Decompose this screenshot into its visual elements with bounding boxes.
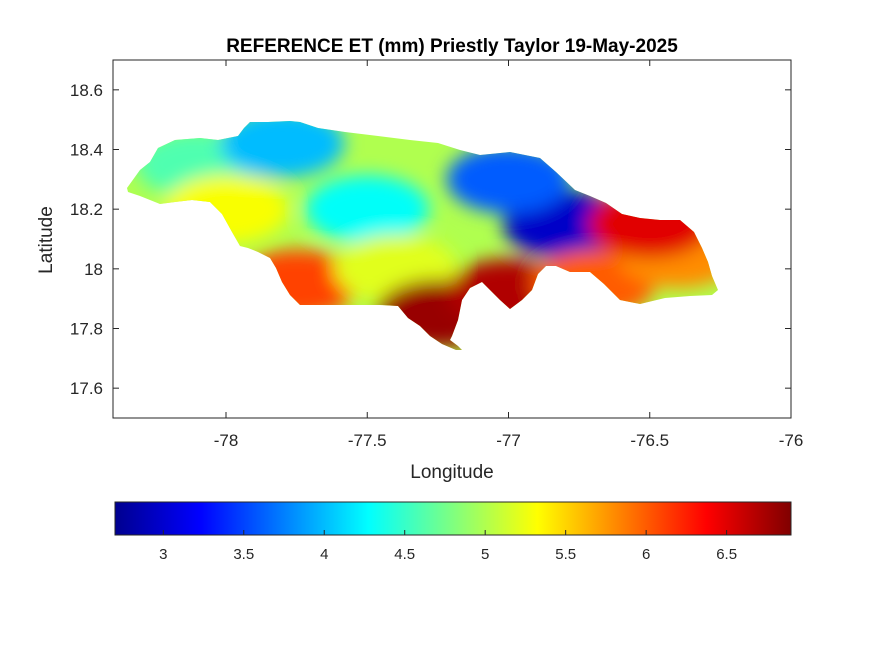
et-region-blob: [446, 145, 571, 214]
y-axis-ticks: 17.6 17.8 18 18.2 18.4 18.6: [70, 81, 791, 398]
x-tick-label: -77.5: [348, 431, 387, 450]
x-axis-label: Longitude: [410, 462, 493, 483]
colorbar-tick-label: 6: [642, 546, 650, 563]
x-axis-ticks: -78 -77.5 -77 -76.5 -76: [214, 60, 804, 450]
y-axis-label: Latitude: [36, 206, 57, 274]
x-tick-label: -78: [214, 431, 239, 450]
colorbar-tick-label: 4: [320, 546, 328, 563]
colorbar-tick-label: 4.5: [394, 546, 415, 563]
colorbar-tick-label: 5: [481, 546, 489, 563]
x-tick-label: -76: [779, 431, 804, 450]
colorbar-tick-label: 3.5: [233, 546, 254, 563]
y-tick-label: 17.8: [70, 320, 103, 339]
chart-title: REFERENCE ET (mm) Priestly Taylor 19-May…: [226, 36, 678, 57]
et-region-blob: [305, 175, 430, 244]
x-tick-label: -77: [496, 431, 521, 450]
y-tick-label: 18.2: [70, 200, 103, 219]
colorbar-tick-label: 3: [159, 546, 167, 563]
et-region-blob: [220, 121, 345, 178]
colorbar-tick-label: 6.5: [716, 546, 737, 563]
y-tick-label: 18.4: [70, 141, 103, 160]
y-tick-label: 18: [84, 260, 103, 279]
y-tick-label: 17.6: [70, 379, 103, 398]
colorbar-tick-label: 5.5: [555, 546, 576, 563]
colorbar-ticks: 3 3.5 4 4.5 5 5.5 6 6.5: [159, 530, 737, 563]
x-tick-label: -76.5: [630, 431, 669, 450]
colorbar: [114, 501, 792, 536]
y-tick-label: 18.6: [70, 81, 103, 100]
